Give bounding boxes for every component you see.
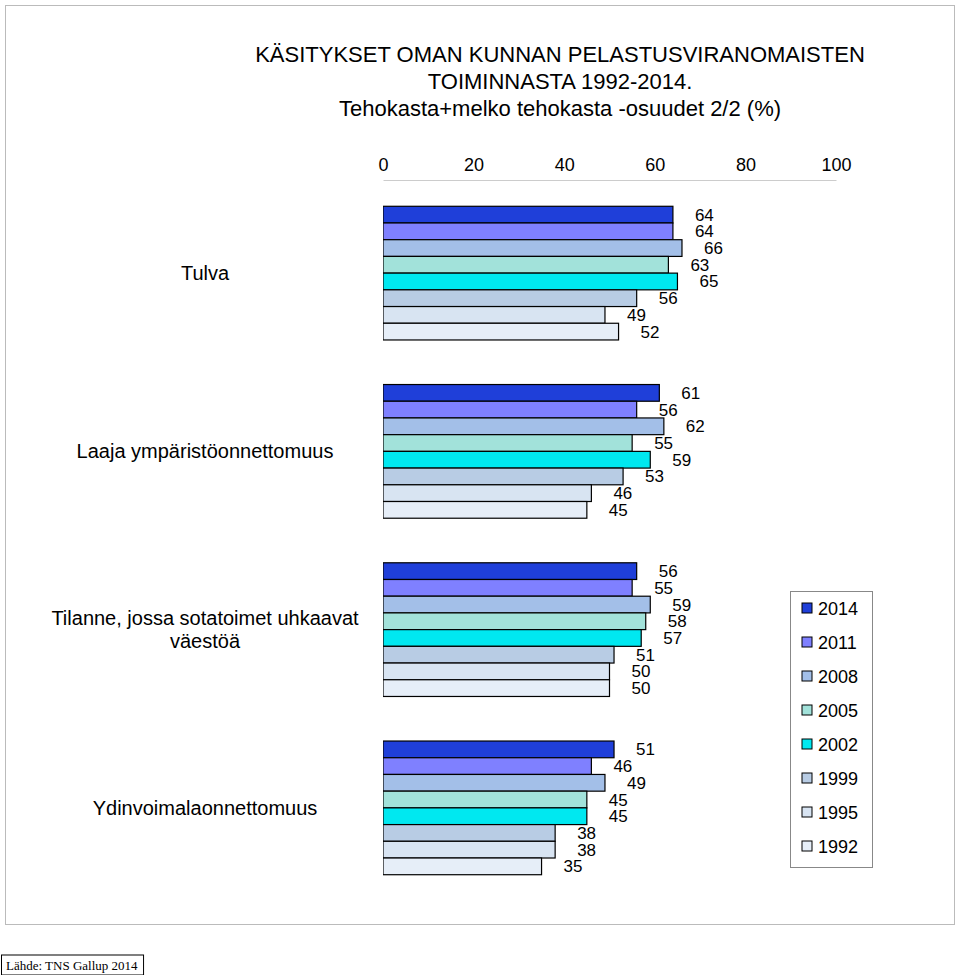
legend-label: 2005 xyxy=(818,701,858,721)
bar xyxy=(383,774,605,791)
legend-swatch xyxy=(802,637,812,647)
title: KÄSITYKSET OMAN KUNNAN PELASTUSVIRANOMAI… xyxy=(255,42,865,94)
data-label: 57 xyxy=(663,629,682,648)
x-tick: 20 xyxy=(464,155,484,180)
bars xyxy=(383,206,682,874)
bar xyxy=(383,596,650,613)
x-tick: 40 xyxy=(555,155,575,180)
x-axis-line xyxy=(384,180,837,181)
legend-swatch xyxy=(802,705,812,715)
legend-swatch xyxy=(802,841,812,851)
data-label: 55 xyxy=(654,579,673,598)
data-label: 55 xyxy=(654,434,673,453)
data-label: 50 xyxy=(632,679,651,698)
bar xyxy=(383,563,637,580)
bar xyxy=(383,451,650,468)
data-label: 61 xyxy=(681,384,700,403)
bar xyxy=(383,758,591,775)
data-label: 45 xyxy=(609,807,628,826)
bar xyxy=(383,256,668,273)
x-tick: 80 xyxy=(736,155,756,180)
legend-swatch xyxy=(802,671,812,681)
bar xyxy=(383,385,659,402)
x-tick: 60 xyxy=(645,155,665,180)
data-label: 49 xyxy=(627,774,646,793)
legend-swatch xyxy=(802,603,812,613)
legend-label: 2014 xyxy=(818,599,858,619)
legend-swatch xyxy=(802,807,812,817)
legend-label: 2011 xyxy=(818,633,857,653)
x-tick-label: 40 xyxy=(555,155,575,175)
bar xyxy=(383,791,587,808)
data-label: 51 xyxy=(636,740,655,759)
bar xyxy=(383,630,641,647)
data-label: 62 xyxy=(686,417,705,436)
legend-label: 2002 xyxy=(818,735,858,755)
chart: KÄSITYKSET OMAN KUNNAN PELASTUSVIRANOMAI… xyxy=(0,0,960,975)
y-tick-label: Tulva xyxy=(181,262,230,284)
bar xyxy=(383,663,610,680)
source-frame xyxy=(2,955,144,975)
bar xyxy=(383,502,587,519)
x-tick-label: 60 xyxy=(645,155,665,175)
y-tick-label: Laaja ympäristöonnettomuus xyxy=(77,440,334,462)
x-tick-label: 0 xyxy=(378,155,388,175)
legend-label: 1999 xyxy=(818,769,858,789)
legend-frame xyxy=(791,592,873,868)
legend-label: 1992 xyxy=(818,837,858,857)
bar xyxy=(383,435,632,452)
bar xyxy=(383,825,555,842)
bar xyxy=(383,323,619,340)
bar xyxy=(383,808,587,825)
data-label: 45 xyxy=(609,501,628,520)
legend-swatch xyxy=(802,773,812,783)
data-label: 56 xyxy=(659,289,678,308)
bar xyxy=(383,858,542,875)
data-label: 52 xyxy=(641,323,660,342)
legend-label: 2008 xyxy=(818,667,858,687)
y-tick-label: Ydinvoimalaonnettomuus xyxy=(93,797,318,819)
legend-swatch xyxy=(802,739,812,749)
bar xyxy=(383,468,623,485)
bar xyxy=(383,841,555,858)
bar xyxy=(383,646,614,663)
legend: 2014 2011 2008 2005 2002 1999 1995 1992 xyxy=(791,592,873,868)
source: Lähde: TNS Gallup 2014 xyxy=(6,958,138,973)
y-tick-label: Tilanne, jossa sotatoimet uhkaavatväestö… xyxy=(51,607,359,652)
bar xyxy=(383,273,677,290)
bar xyxy=(383,223,673,240)
bar xyxy=(383,741,614,758)
x-tick: 0 xyxy=(378,155,388,180)
x-tick-label: 20 xyxy=(464,155,484,175)
bar xyxy=(383,240,682,257)
data-label: 35 xyxy=(564,857,583,876)
data-labels: 6461565164565546666259496355584565595745… xyxy=(564,206,723,877)
bar xyxy=(383,307,605,324)
legend-label: 1995 xyxy=(818,803,858,823)
data-label: 53 xyxy=(645,467,664,486)
bar xyxy=(383,418,664,435)
bar xyxy=(383,613,646,630)
x-tick: 100 xyxy=(821,155,851,180)
y-axis-labels: Tulva Laaja ympäristöonnettomuus Tilanne, … xyxy=(51,262,359,819)
subtitle: Tehokasta+melko tehokasta -osuudet 2/2 (… xyxy=(339,96,781,121)
x-tick-label: 80 xyxy=(736,155,756,175)
x-axis: 0 20 40 60 80 100 xyxy=(378,155,851,181)
bar xyxy=(383,290,637,307)
bar xyxy=(383,401,637,418)
bar xyxy=(383,579,632,596)
x-tick-label: 100 xyxy=(821,155,851,175)
bar xyxy=(383,206,673,223)
data-label: 59 xyxy=(672,451,691,470)
data-label: 56 xyxy=(659,401,678,420)
bar xyxy=(383,680,610,697)
chart-frame xyxy=(6,6,955,925)
data-label: 65 xyxy=(699,272,718,291)
bar xyxy=(383,485,591,502)
